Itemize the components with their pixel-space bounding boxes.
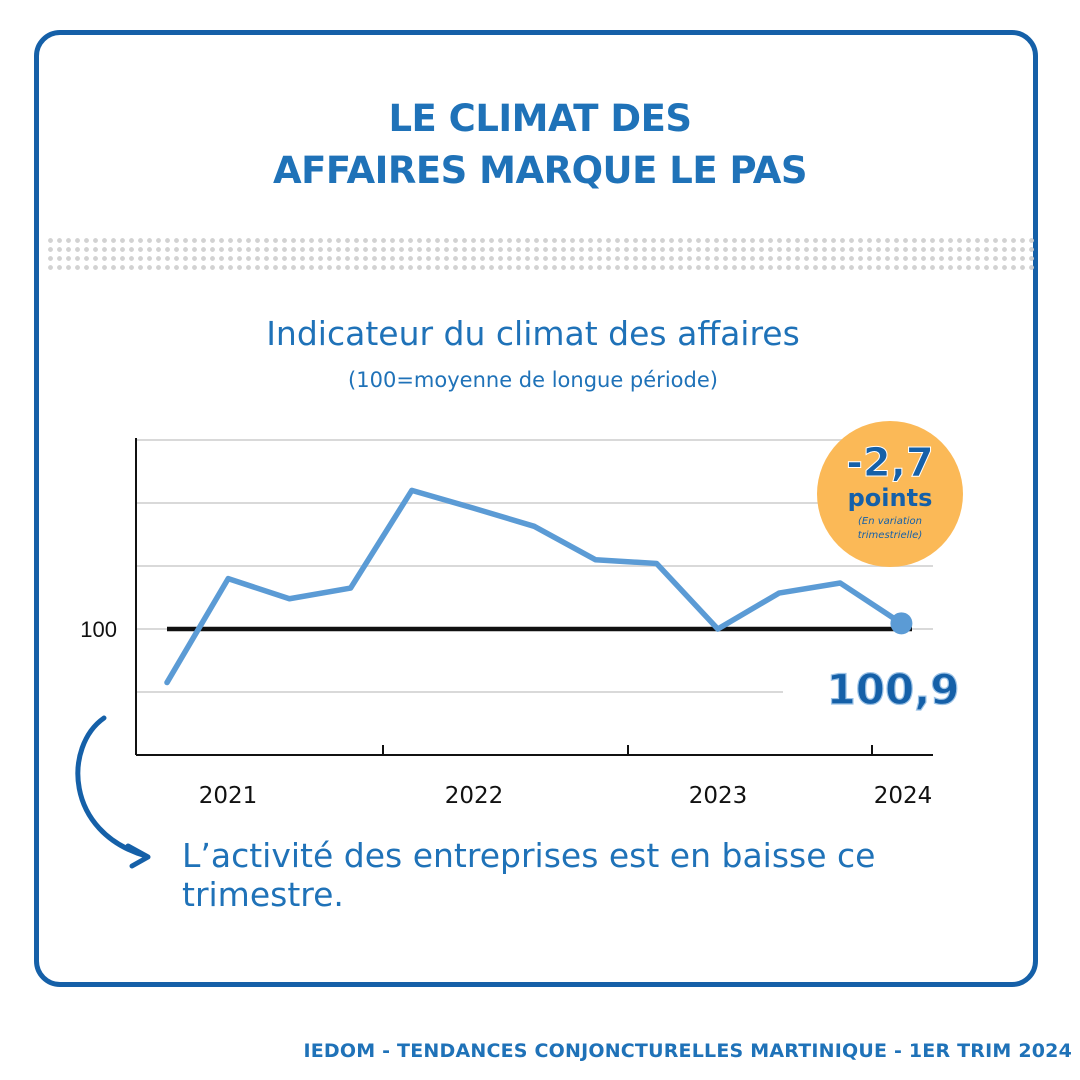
badge-value: -2,7 xyxy=(846,440,933,486)
headline-line-1: LE CLIMAT DES xyxy=(388,97,692,140)
reference-label: 100 xyxy=(80,617,117,642)
data-point xyxy=(348,585,354,591)
data-point xyxy=(776,590,782,596)
headline-line-2: AFFAIRES MARQUE LE PAS xyxy=(273,149,807,192)
data-point xyxy=(654,560,660,566)
x-tick-label-2024: 2024 xyxy=(874,783,933,809)
last-value-label: 100,9 xyxy=(827,665,960,714)
series-line xyxy=(164,487,905,686)
chart-title: Indicateur du climat des affaires xyxy=(266,314,800,353)
chart-subtitle: (100=moyenne de longue période) xyxy=(348,368,718,392)
gridlines xyxy=(136,439,933,693)
data-point xyxy=(164,680,170,686)
data-point xyxy=(470,505,476,511)
data-point xyxy=(837,580,843,586)
data-point xyxy=(225,576,231,582)
arrow-head-icon xyxy=(125,843,151,869)
badge-note-line-2: trimestrielle) xyxy=(858,530,923,541)
dotted-divider xyxy=(46,236,1036,274)
data-point xyxy=(286,596,292,602)
footer-source: IEDOM - TENDANCES CONJONCTURELLES MARTIN… xyxy=(303,1040,1072,1062)
curved-arrow-icon xyxy=(75,715,149,859)
badge-circle xyxy=(817,421,963,567)
x-tick-label-2023: 2023 xyxy=(689,783,748,809)
data-point xyxy=(531,523,537,529)
badge-unit: points xyxy=(848,484,933,512)
data-point xyxy=(715,626,721,632)
data-point xyxy=(409,487,415,493)
x-tick-label-2021: 2021 xyxy=(199,783,258,809)
data-point xyxy=(592,557,598,563)
chart-comment: L’activité des entreprises est en baisse… xyxy=(182,836,876,914)
card-frame xyxy=(34,30,1038,987)
series-points xyxy=(164,487,913,686)
x-ticks xyxy=(382,745,873,755)
badge-note-line-1: (En variation xyxy=(858,516,922,527)
x-tick-label-2022: 2022 xyxy=(445,783,504,809)
x-tick-labels: 2021 2022 2023 2024 xyxy=(199,783,933,809)
badge: -2,7 points (En variation trimestrielle) xyxy=(817,421,963,567)
last-data-point xyxy=(890,612,913,635)
